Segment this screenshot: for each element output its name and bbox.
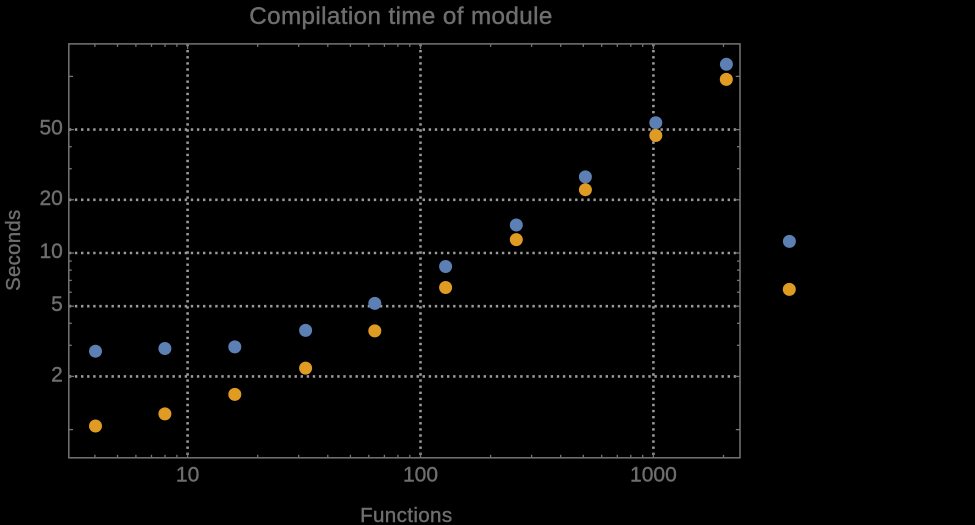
svg-text:10: 10 [39, 240, 62, 263]
svg-text:5: 5 [51, 293, 63, 316]
svg-text:2: 2 [51, 363, 63, 386]
svg-text:Functions: Functions [360, 504, 452, 525]
svg-text:100: 100 [403, 464, 438, 487]
svg-text:50: 50 [39, 117, 62, 140]
svg-text:1000: 1000 [630, 464, 677, 487]
svg-text:10: 10 [176, 464, 199, 487]
svg-text:Seconds: Seconds [3, 209, 25, 290]
svg-text:Compilation time of module: Compilation time of module [249, 3, 552, 30]
svg-text:20: 20 [39, 187, 62, 210]
